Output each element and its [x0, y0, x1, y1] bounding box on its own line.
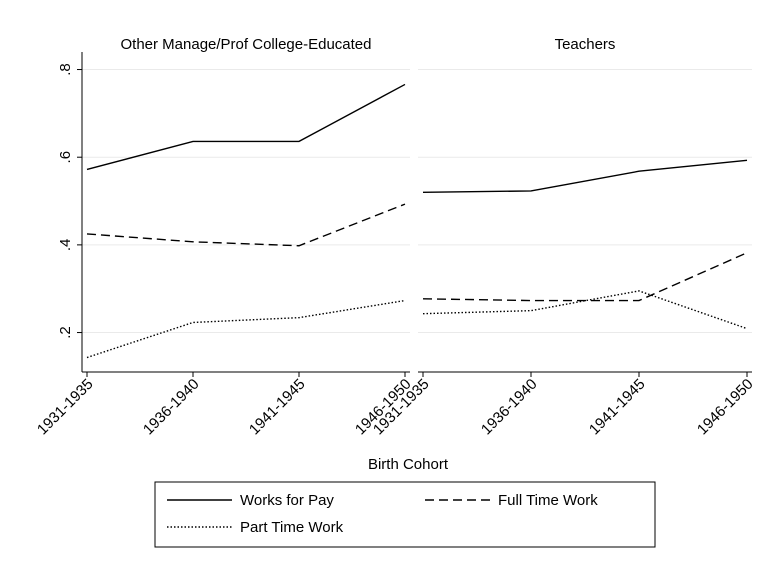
- x-tick-label: 1941-1945: [586, 376, 649, 439]
- x-tick-label: 1936-1940: [478, 376, 541, 439]
- y-tick-label: .2: [57, 326, 74, 339]
- series-line: [422, 252, 748, 302]
- x-tick-label: 1931-1935: [34, 376, 97, 439]
- panel-title: Teachers: [555, 36, 616, 53]
- y-tick-label: .6: [57, 151, 74, 164]
- legend-label: Works for Pay: [240, 492, 334, 509]
- series-line: [422, 290, 748, 330]
- legend-label: Full Time Work: [498, 492, 598, 509]
- legend-label: Part Time Work: [240, 519, 344, 536]
- y-tick-label: .8: [57, 63, 74, 76]
- series-line: [86, 83, 406, 171]
- legend-box: [154, 481, 656, 548]
- panel-title: Other Manage/Prof College-Educated: [121, 36, 372, 53]
- y-tick-label: .4: [57, 239, 74, 252]
- x-tick-label: 1946-1950: [694, 376, 757, 439]
- series-line: [86, 299, 406, 359]
- x-axis-title: Birth Cohort: [368, 456, 449, 473]
- series-line: [86, 203, 406, 247]
- series-line: [422, 159, 748, 193]
- x-tick-label: 1936-1940: [140, 376, 203, 439]
- x-tick-label: 1941-1945: [246, 376, 309, 439]
